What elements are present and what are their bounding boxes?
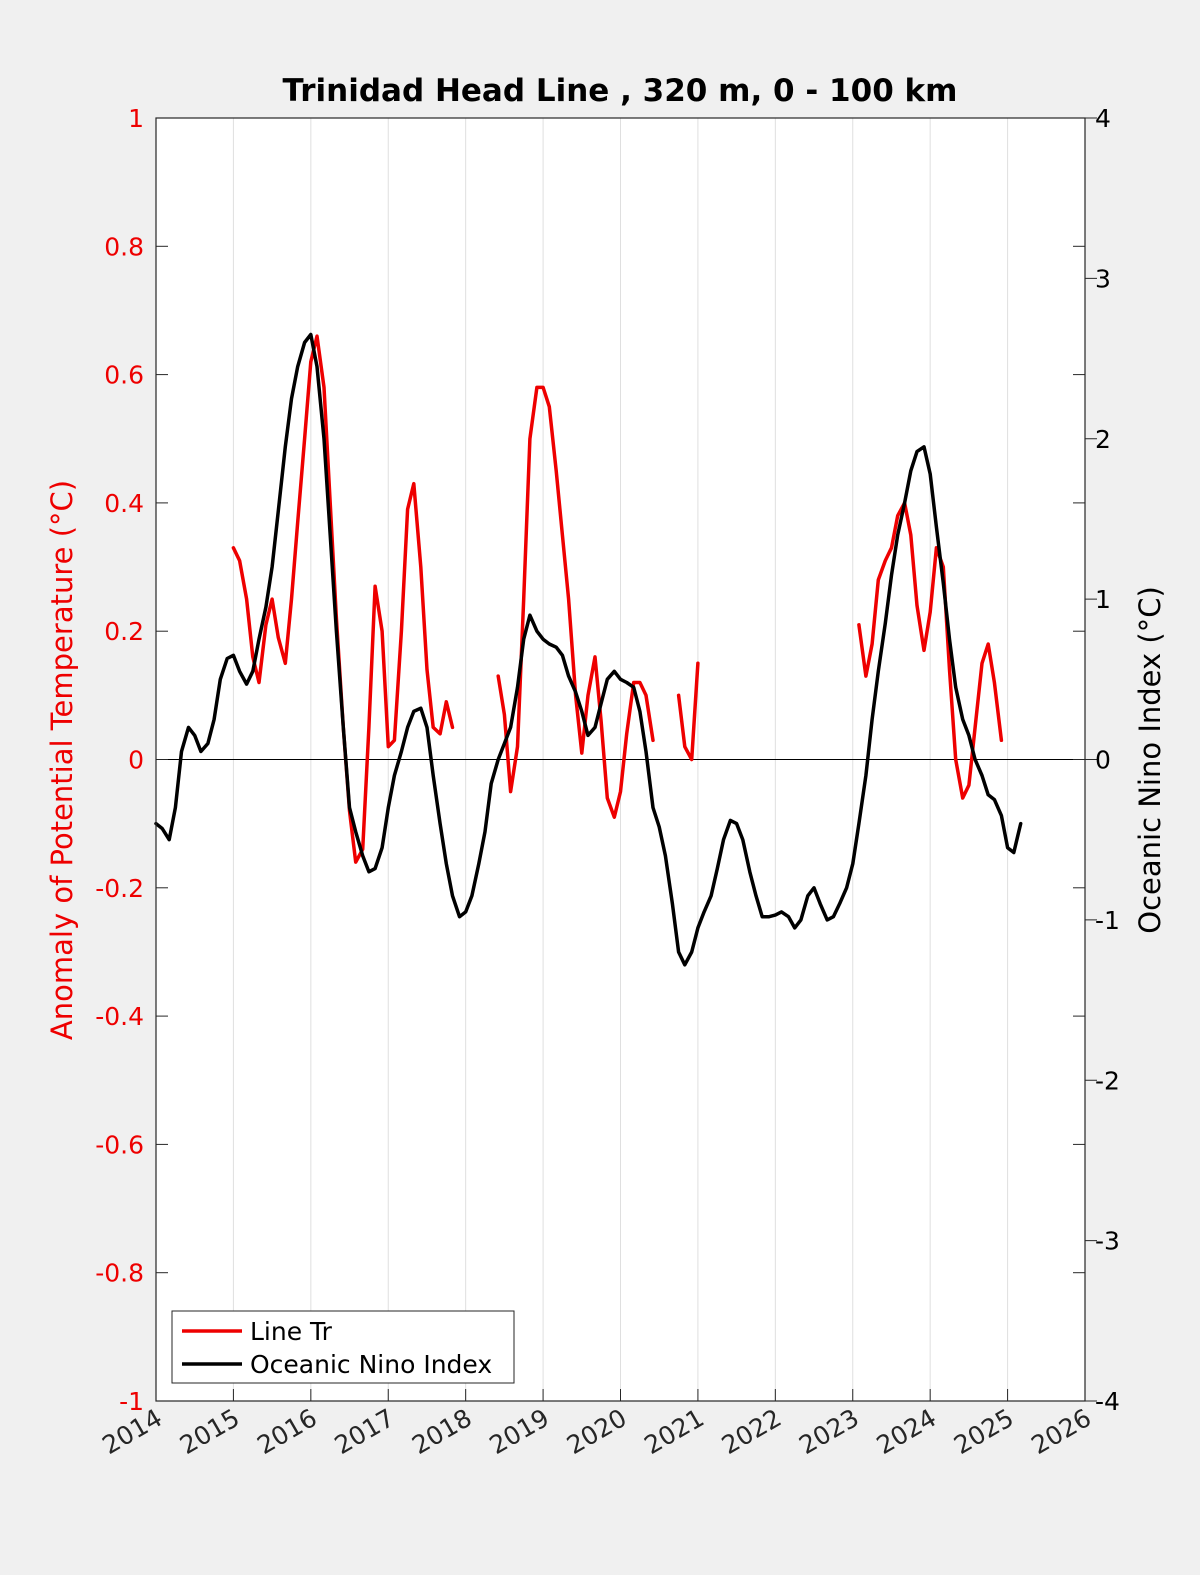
y-tick-label-left: 0.8 (104, 232, 144, 261)
y-tick-label-right: -4 (1095, 1387, 1120, 1416)
y-tick-label-right: 3 (1095, 264, 1111, 293)
y-tick-label-right: 1 (1095, 585, 1111, 614)
y-tick-label-right: 4 (1095, 104, 1111, 133)
y-tick-label-right: 2 (1095, 425, 1111, 454)
series-layer (154, 332, 1023, 967)
legend-label-line-tr: Line Tr (250, 1317, 333, 1346)
series-line-tr-segment-3 (857, 501, 1004, 800)
y-tick-label-right: -3 (1095, 1227, 1120, 1256)
y-tick-label-left: -0.8 (95, 1259, 144, 1288)
y-tick-label-left: 0.2 (104, 617, 144, 646)
legend-label-oni: Oceanic Nino Index (250, 1350, 492, 1379)
y-tick-label-left: 0 (128, 746, 144, 775)
y-tick-label-left: -0.4 (95, 1002, 144, 1031)
y-tick-label-left: -0.2 (95, 874, 144, 903)
y-tick-label-right: -1 (1095, 906, 1120, 935)
y-tick-label-left: -0.6 (95, 1130, 144, 1159)
y-tick-label-left: 1 (128, 104, 144, 133)
chart-title: Trinidad Head Line , 320 m, 0 - 100 km (283, 73, 958, 109)
y-tick-label-left: 0.6 (104, 361, 144, 390)
series-line-tr-segment-2 (676, 661, 700, 762)
legend: Line Tr Oceanic Nino Index (171, 1310, 515, 1384)
series-oceanic-nino-index-segment-0 (154, 332, 1023, 967)
y-tick-label-left: -1 (119, 1387, 144, 1416)
y-tick-label-left: 0.4 (104, 489, 144, 518)
y-tick-label-right: -2 (1095, 1066, 1120, 1095)
right-axis-ticks: -4 -3 -2 -1 0 1 2 3 4 (1085, 104, 1120, 1416)
y-axis-label-left: Anomaly of Potential Temperature (°C) (45, 480, 79, 1040)
y-axis-label-right: Oceanic Nino Index (°C) (1133, 586, 1167, 934)
left-axis-ticks: -1 -0.8 -0.6 -0.4 -0.2 0 0.2 0.4 0.6 0.8 1 (95, 104, 1085, 1416)
legend-box (171, 1310, 515, 1384)
y-tick-label-right: 0 (1095, 746, 1111, 775)
